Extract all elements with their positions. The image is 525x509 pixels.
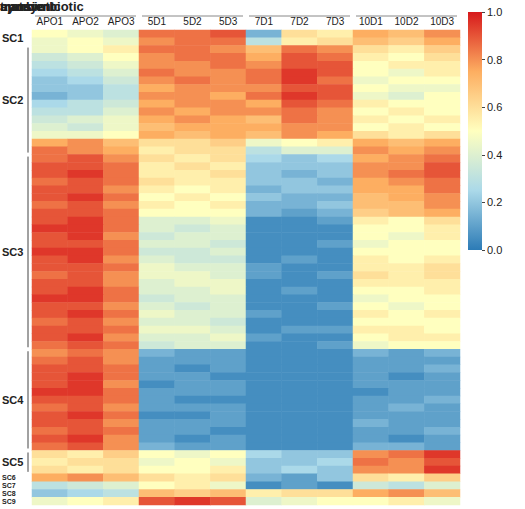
svg-text:0.0: 0.0 bbox=[487, 244, 502, 256]
svg-text:SC1: SC1 bbox=[2, 32, 23, 44]
svg-text:5D2: 5D2 bbox=[183, 16, 202, 27]
svg-text:SC4: SC4 bbox=[2, 394, 24, 406]
svg-text:SC9: SC9 bbox=[2, 498, 16, 505]
svg-text:mature: mature bbox=[0, 0, 43, 14]
svg-text:SC6: SC6 bbox=[2, 474, 16, 481]
svg-text:SC3: SC3 bbox=[2, 246, 23, 258]
svg-text:symbiotic: symbiotic bbox=[0, 0, 61, 14]
svg-text:7D1: 7D1 bbox=[255, 16, 274, 27]
svg-text:10D1: 10D1 bbox=[359, 16, 383, 27]
svg-text:aposymbiotic: aposymbiotic bbox=[0, 0, 84, 14]
svg-text:0.2: 0.2 bbox=[487, 196, 502, 208]
svg-text:0.8: 0.8 bbox=[487, 54, 502, 66]
svg-text:APO3: APO3 bbox=[108, 16, 135, 27]
svg-text:SC2: SC2 bbox=[2, 94, 23, 106]
svg-text:SC5: SC5 bbox=[2, 456, 23, 468]
svg-text:7D2: 7D2 bbox=[290, 16, 309, 27]
svg-text:1.0: 1.0 bbox=[487, 6, 502, 18]
svg-text:APO1: APO1 bbox=[36, 16, 63, 27]
svg-text:SC8: SC8 bbox=[2, 490, 16, 497]
svg-text:10D2: 10D2 bbox=[395, 16, 419, 27]
svg-text:0.4: 0.4 bbox=[487, 149, 502, 161]
svg-text:5D3: 5D3 bbox=[219, 16, 238, 27]
svg-text:SC7: SC7 bbox=[2, 482, 16, 489]
svg-text:7D3: 7D3 bbox=[326, 16, 345, 27]
svg-text:0.6: 0.6 bbox=[487, 101, 502, 113]
svg-text:10D3: 10D3 bbox=[430, 16, 454, 27]
svg-text:5D1: 5D1 bbox=[148, 16, 167, 27]
svg-text:APO2: APO2 bbox=[72, 16, 99, 27]
